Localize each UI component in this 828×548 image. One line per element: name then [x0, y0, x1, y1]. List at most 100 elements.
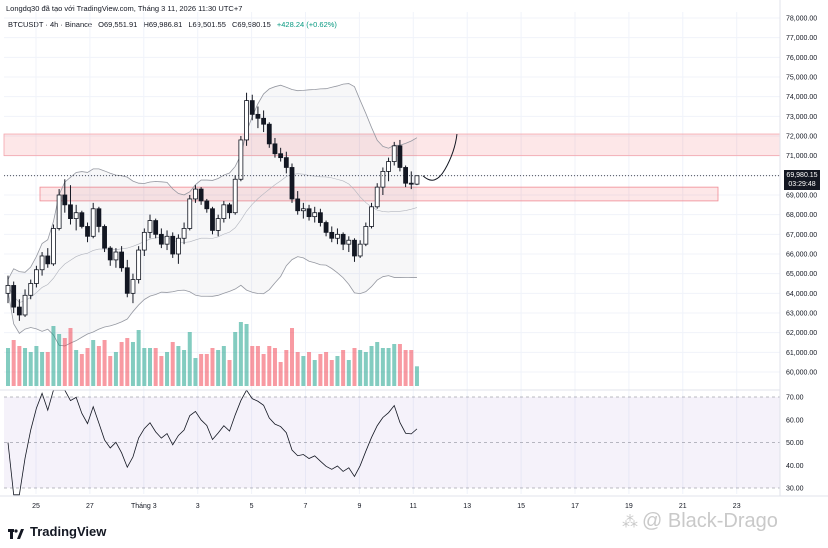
change-value: +428.24 (+0.62%)	[276, 20, 337, 29]
candle-body	[232, 178, 238, 214]
candle-body	[295, 198, 301, 212]
volume-bar	[409, 350, 414, 386]
open-value: O69,551.91	[98, 20, 138, 29]
volume-bar	[233, 332, 238, 386]
candle-body	[79, 212, 85, 227]
price-axis-label: 62,000.00	[786, 330, 817, 337]
volume-bar	[96, 346, 101, 386]
volume-bar	[187, 332, 192, 386]
candle-body	[85, 226, 90, 237]
candle-body	[278, 153, 284, 159]
candle-body	[323, 222, 329, 233]
candle-body	[56, 194, 62, 229]
time-axis-label: 25	[32, 503, 40, 510]
candle-body	[238, 139, 244, 180]
price-axis-label: 68,000.00	[786, 212, 817, 219]
rsi-background	[4, 397, 780, 488]
price-axis-label: 63,000.00	[786, 311, 817, 318]
volume-bar	[392, 344, 397, 386]
volume-bar	[414, 366, 419, 386]
black-drago-watermark: ⁂ @ Black-Drago	[622, 510, 778, 532]
volume-bar	[119, 342, 124, 386]
volume-bar	[113, 352, 118, 386]
candle-body	[51, 228, 56, 265]
price-axis-label: 60,000.00	[786, 370, 817, 377]
volume-bar	[193, 358, 198, 386]
volume-bar	[74, 350, 79, 386]
volume-bar	[159, 356, 164, 386]
candle-body	[289, 167, 295, 200]
candle-body	[380, 170, 386, 188]
volume-bar	[170, 342, 175, 386]
volume-bar	[216, 350, 221, 386]
candle-body	[317, 212, 323, 223]
candle-body	[16, 306, 22, 316]
candle-body	[113, 251, 119, 261]
price-axis-label: 78,000.00	[786, 16, 817, 23]
candle-body	[204, 200, 210, 210]
candle-body	[124, 267, 130, 294]
volume-bar	[335, 356, 340, 386]
candle-body	[187, 198, 193, 229]
candle-body	[312, 212, 318, 218]
candle-body	[244, 100, 249, 141]
candle-body	[391, 145, 397, 162]
tradingview-logo[interactable]: TradingView	[8, 524, 106, 539]
time-axis-label: 23	[733, 503, 741, 510]
time-axis-label: 19	[625, 503, 633, 510]
candle-body	[255, 113, 261, 119]
volume-bar	[45, 352, 50, 386]
candle-body	[28, 283, 34, 296]
candle-body	[369, 206, 374, 227]
current-price-tag: 69,980.15 03:29:48	[784, 169, 820, 190]
volume-bar	[324, 352, 329, 386]
candle-body	[352, 239, 357, 257]
candle-body	[306, 208, 312, 218]
volume-bar	[85, 348, 90, 386]
price-axis-label: 74,000.00	[786, 94, 817, 101]
symbol-label[interactable]: BTCUSDT · 4h · Binance	[8, 20, 93, 29]
volume-bar	[165, 352, 170, 386]
candle-body	[62, 194, 68, 206]
price-axis-label: 71,000.00	[786, 153, 817, 160]
rsi-line	[7, 389, 418, 496]
time-axis-label: Tháng 3	[131, 503, 157, 510]
volume-bar	[284, 350, 289, 386]
volume-bar	[142, 348, 147, 386]
volume-bar	[182, 350, 187, 386]
volume-bar	[153, 348, 158, 386]
volume-bar	[176, 346, 181, 386]
volume-bar	[79, 354, 84, 386]
candle-body	[193, 188, 198, 200]
publisher-line: Longdq30 đã tạo với TradingView.com, Thá…	[6, 4, 243, 13]
price-axis-label: 77,000.00	[786, 35, 817, 42]
volume-bar	[6, 348, 10, 386]
candle-body	[119, 251, 124, 269]
volume-bar	[272, 348, 277, 386]
volume-bar	[363, 352, 368, 386]
volume-bar	[244, 324, 249, 386]
volume-bar	[210, 348, 215, 386]
candle-body	[221, 204, 227, 219]
time-axis-label: 13	[463, 503, 471, 510]
volume-bar	[11, 340, 16, 386]
candle-body	[39, 255, 45, 271]
candle-body	[164, 235, 170, 245]
volume-bar	[23, 348, 28, 386]
candle-body	[45, 255, 51, 265]
candle-body	[198, 188, 204, 202]
volume-bar	[278, 362, 283, 386]
candle-body	[386, 161, 391, 172]
time-axis-label: 17	[571, 503, 579, 510]
candle-body	[215, 218, 221, 231]
candle-body	[272, 143, 278, 155]
volume-bar	[397, 344, 402, 386]
volume-bar	[125, 338, 130, 386]
volume-bar	[386, 348, 391, 386]
volume-bar	[329, 360, 334, 386]
candle-body	[175, 237, 181, 255]
candle-body	[408, 182, 414, 185]
volume-bar	[34, 346, 39, 386]
volume-bar	[346, 360, 351, 386]
